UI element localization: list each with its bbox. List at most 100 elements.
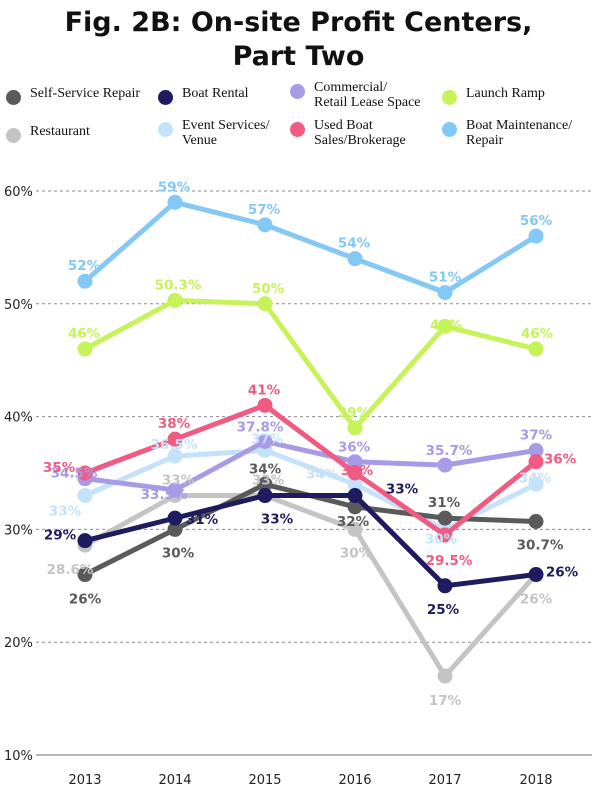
data-point xyxy=(257,217,273,233)
x-tick-label: 2016 xyxy=(338,773,371,788)
series-boat-maintenance-repair xyxy=(77,194,544,301)
data-label: 34% xyxy=(249,461,282,477)
data-point xyxy=(347,420,363,436)
data-point xyxy=(437,510,453,526)
data-label: 37.8% xyxy=(237,419,284,435)
data-label: 34% xyxy=(306,466,339,482)
data-label: 29% xyxy=(44,528,77,544)
data-point xyxy=(437,285,453,301)
legend-swatch xyxy=(6,128,21,143)
data-label: 35.7% xyxy=(426,443,473,459)
legend-label: Boat Maintenance/ Repair xyxy=(466,118,573,148)
data-label: 33% xyxy=(386,482,419,498)
data-point xyxy=(77,341,93,357)
data-label: 57% xyxy=(248,202,281,218)
data-label: 35% xyxy=(341,463,374,479)
x-tick-label: 2015 xyxy=(248,773,281,788)
data-point xyxy=(257,488,273,504)
data-point xyxy=(167,521,183,537)
data-point xyxy=(437,578,453,594)
legend-label: Used Boat Sales/Brokerage xyxy=(314,118,406,148)
chart-title: Fig. 2B: On-site Profit Centers, Part Tw… xyxy=(0,6,597,74)
data-point xyxy=(77,488,93,504)
data-label: 32% xyxy=(337,514,370,530)
data-label: 50.3% xyxy=(155,277,202,293)
data-point xyxy=(167,482,183,498)
data-point xyxy=(347,251,363,267)
data-label: 26% xyxy=(546,565,579,581)
chart-title-line-2: Part Two xyxy=(232,41,365,72)
data-label: 59% xyxy=(158,179,191,195)
x-tick-label: 2017 xyxy=(428,773,461,788)
data-point xyxy=(77,567,93,583)
series-line xyxy=(82,493,539,589)
data-label: 33% xyxy=(252,473,285,489)
legend-label: Self-Service Repair xyxy=(30,86,141,101)
data-label: 48% xyxy=(430,317,463,333)
legend-item-used-boat-sales-brokerage: Used Boat Sales/Brokerage xyxy=(290,118,406,148)
data-label: 33.5% xyxy=(141,487,188,503)
legend-label: Event Services/ Venue xyxy=(182,118,270,148)
legend-label: Boat Rental xyxy=(182,86,249,101)
legend-swatch xyxy=(442,122,457,137)
y-tick-label: 60% xyxy=(4,185,33,200)
series-launch-ramp xyxy=(77,292,544,436)
data-label: 37% xyxy=(520,427,553,443)
data-label: 17% xyxy=(429,693,462,709)
data-label: 51% xyxy=(429,270,462,286)
data-point xyxy=(347,488,363,504)
data-label: 31% xyxy=(428,495,461,511)
legend-swatch xyxy=(290,84,305,99)
data-point xyxy=(528,476,544,492)
legend-item-boat-rental: Boat Rental xyxy=(158,86,249,105)
data-point xyxy=(347,521,363,537)
data-label: 52% xyxy=(68,258,101,274)
data-point xyxy=(437,457,453,473)
data-label: 33% xyxy=(261,512,294,528)
data-point xyxy=(347,476,363,492)
legend-swatch xyxy=(442,90,457,105)
legend-swatch xyxy=(158,122,173,137)
data-point xyxy=(257,476,273,492)
data-point xyxy=(528,567,544,583)
x-tick-label: 2014 xyxy=(158,773,191,788)
series-line xyxy=(82,402,539,538)
data-label: 46% xyxy=(68,326,101,342)
data-label: 31% xyxy=(186,512,219,528)
x-tick-label: 2013 xyxy=(68,773,101,788)
data-label: 46% xyxy=(521,326,554,342)
data-label: 39% xyxy=(338,405,371,421)
data-label: 33% xyxy=(162,473,195,489)
data-label: 34% xyxy=(519,470,552,486)
data-label: 30% xyxy=(425,531,458,547)
data-label: 54% xyxy=(338,236,371,252)
data-point xyxy=(528,341,544,357)
legend-swatch xyxy=(290,122,305,137)
data-label: 35% xyxy=(43,460,76,476)
data-point xyxy=(257,397,273,413)
data-point xyxy=(528,454,544,470)
data-label: 36% xyxy=(544,452,577,468)
data-label: 30% xyxy=(162,545,195,561)
data-point xyxy=(528,442,544,458)
series-used-boat-sales-brokerage xyxy=(77,397,544,543)
y-tick-label: 10% xyxy=(4,749,33,764)
legend-label: Commercial/ Retail Lease Space xyxy=(314,80,421,110)
series-boat-rental xyxy=(77,488,544,594)
data-point xyxy=(347,454,363,470)
data-point xyxy=(347,499,363,515)
series-line xyxy=(82,493,539,679)
y-tick-label: 20% xyxy=(4,636,33,651)
legend-item-commercial-retail-lease-space: Commercial/ Retail Lease Space xyxy=(290,80,421,110)
data-label: 36.5% xyxy=(151,437,198,453)
data-point xyxy=(167,510,183,526)
legend-item-launch-ramp: Launch Ramp xyxy=(442,86,545,105)
data-label: 37% xyxy=(251,431,284,447)
data-label: 29.5% xyxy=(426,553,473,569)
data-label: 26% xyxy=(69,592,102,608)
series-line xyxy=(82,199,539,296)
legend-swatch xyxy=(6,90,21,105)
data-point xyxy=(167,448,183,464)
data-label: 28.6% xyxy=(47,562,94,578)
data-point xyxy=(437,668,453,684)
